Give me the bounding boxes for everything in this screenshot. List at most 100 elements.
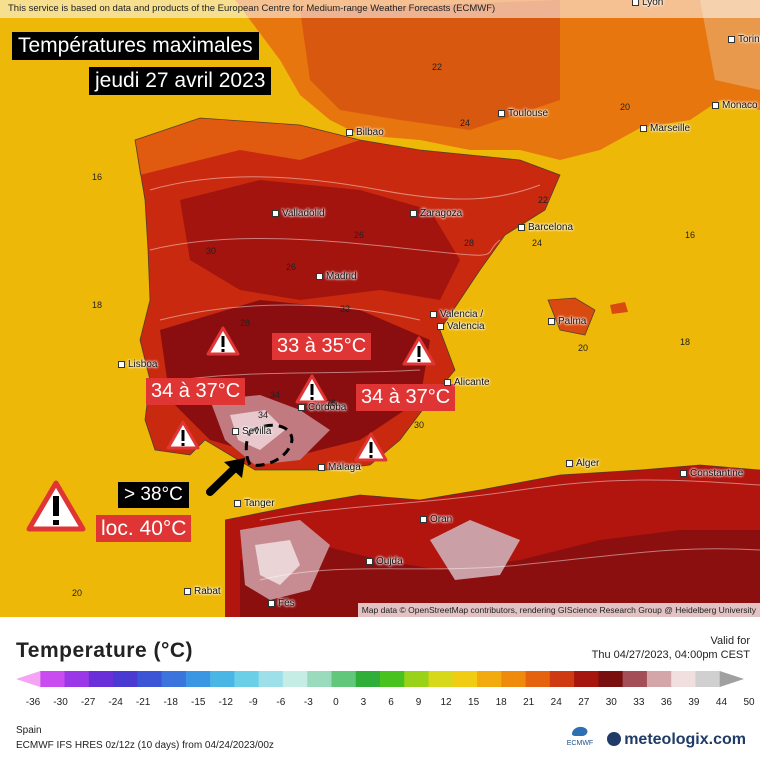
region-label: Spain — [16, 725, 42, 736]
hotspot-outline — [244, 423, 294, 467]
city-label: Córdoba — [298, 402, 346, 413]
scale-tick-label: 33 — [633, 697, 645, 708]
isotherm-value: 20 — [72, 588, 83, 598]
isotherm-value: 22 — [432, 62, 443, 72]
attribution-bottom: Map data © OpenStreetMap contributors, r… — [357, 603, 760, 617]
scale-tick-label: 0 — [333, 697, 339, 708]
scale-tick-label: 3 — [360, 697, 367, 708]
scale-swatch — [574, 671, 599, 687]
scale-swatch — [113, 671, 138, 687]
isotherm-value: 26 — [286, 262, 297, 272]
scale-tick-label: 39 — [688, 697, 700, 708]
isotherm-value: 34 — [258, 410, 269, 420]
scale-tick-label: -24 — [108, 697, 123, 708]
scale-tick-label: -36 — [25, 697, 41, 708]
scale-tick-label: 24 — [550, 697, 562, 708]
scale-swatch — [598, 671, 624, 687]
scale-swatch — [646, 671, 672, 687]
brand-icon — [607, 732, 622, 746]
scale-swatch — [452, 671, 478, 687]
scale-tick-label: 36 — [660, 697, 672, 708]
label-loc40: loc. 40°C — [96, 515, 192, 542]
scale-swatch — [549, 671, 575, 687]
isotherm-value: 28 — [240, 318, 251, 328]
city-label: Rabat — [184, 586, 221, 597]
city-label: Marseille — [640, 123, 690, 134]
warning-icon — [166, 420, 200, 455]
label-center: 33 à 35°C — [272, 333, 372, 360]
isotherm-value: 30 — [414, 420, 425, 430]
warning-icon — [354, 432, 388, 467]
arrow-icon — [206, 458, 245, 496]
legend-panel: Temperature (°C) Valid for Thu 04/27/202… — [0, 617, 760, 760]
valid-label: Valid for — [710, 635, 750, 647]
scale-swatch — [380, 671, 405, 687]
map-date: jeudi 27 avril 2023 — [89, 67, 272, 95]
city-label: Valladolid — [272, 208, 325, 219]
city-label: Tanger — [234, 498, 275, 509]
meteologix-logo[interactable]: meteologix.com — [607, 731, 746, 749]
city-label: Barcelona — [518, 222, 573, 233]
scale-tick-label: 30 — [605, 697, 617, 708]
city-label: Oran — [420, 514, 452, 525]
color-scale-ticks: -36 -30 -27 -24 -21 -18 -15 -12 -9 -6 -3 0 3 6 9 12 15 18… — [0, 697, 760, 711]
isotherm-value: 32 — [340, 304, 351, 314]
city-label: Palma — [548, 316, 586, 327]
scale-swatch — [88, 671, 114, 687]
scale-tick-label: 27 — [578, 697, 590, 708]
scale-tick-label: -18 — [163, 697, 178, 708]
city-label: Alger — [566, 458, 599, 469]
isotherm-value: 26 — [354, 230, 365, 240]
isotherm-value: 16 — [685, 230, 696, 240]
isotherm-value: 30 — [206, 246, 217, 256]
scale-tick-label: 6 — [388, 697, 394, 708]
city-label: Oujda — [366, 556, 403, 567]
isotherm-value: 24 — [532, 238, 543, 248]
scale-tick-label: -12 — [218, 697, 233, 708]
city-label: Madrid — [316, 271, 357, 282]
scale-tick-label: -6 — [276, 697, 286, 708]
scale-tick-label: -30 — [53, 697, 68, 708]
temperature-map[interactable]: This service is based on data and produc… — [0, 0, 760, 617]
scale-swatch — [477, 671, 502, 687]
isotherm-value: 18 — [680, 337, 691, 347]
scale-swatch — [307, 671, 333, 687]
scale-swatch — [622, 671, 648, 687]
scale-tick-label: -15 — [190, 697, 206, 708]
label-gt38: > 38°C — [118, 482, 189, 508]
warning-icon — [402, 336, 436, 371]
label-east: 34 à 37°C — [356, 384, 456, 411]
scale-swatch — [161, 671, 187, 687]
scale-swatch — [671, 671, 697, 687]
city-label: Bilbao — [346, 127, 384, 138]
scale-swatch — [525, 671, 551, 687]
scale-swatch — [355, 671, 381, 687]
city-label: Lyon — [632, 0, 663, 8]
city-label: Valencia / — [430, 309, 483, 320]
city-label: Málaga — [318, 462, 361, 473]
scale-swatch — [137, 671, 163, 687]
isotherm-value: 16 — [92, 172, 103, 182]
scale-arrow-right — [719, 671, 744, 687]
city-label: Constantine — [680, 468, 743, 479]
map-canvas — [0, 0, 760, 617]
scale-swatch — [234, 671, 260, 687]
scale-tick-label: -21 — [135, 697, 151, 708]
label-west: 34 à 37°C — [146, 378, 246, 405]
map-title: Températures maximales — [12, 32, 259, 60]
isotherm-value: 18 — [92, 300, 103, 310]
isotherm-value: 20 — [578, 343, 589, 353]
scale-swatch — [428, 671, 454, 687]
scale-swatch — [64, 671, 90, 687]
scale-tick-label: -9 — [248, 697, 258, 708]
scale-tick-label: 50 — [743, 697, 755, 708]
scale-swatch — [501, 671, 527, 687]
scale-swatch — [695, 671, 721, 687]
scale-arrow-left — [16, 671, 41, 687]
isotherm-value: 36 — [326, 398, 337, 408]
isotherm-value: 20 — [620, 102, 631, 112]
scale-tick-label: -27 — [80, 697, 96, 708]
city-label: Valencia — [437, 321, 485, 332]
city-label: Monaco — [712, 100, 758, 111]
attribution-top: This service is based on data and produc… — [0, 0, 760, 18]
